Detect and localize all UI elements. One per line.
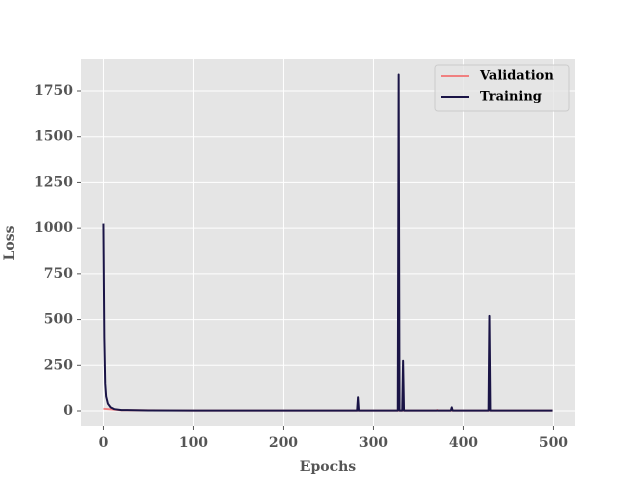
x-tick-label: 100	[179, 435, 208, 451]
legend-label: Validation	[479, 69, 554, 84]
y-tick-label: 250	[44, 357, 73, 373]
legend-label: Training	[480, 90, 542, 105]
y-tick-label: 1250	[34, 174, 73, 190]
y-tick-label: 500	[44, 312, 73, 328]
series-line	[102, 73, 553, 412]
plot-area	[81, 59, 575, 426]
y-tick-label: 750	[44, 266, 73, 282]
y-tick-label: 1500	[34, 129, 73, 145]
x-tick-label: 200	[269, 435, 298, 451]
lines	[102, 73, 553, 412]
x-tick-label: 400	[449, 435, 478, 451]
x-tick-label: 500	[539, 435, 568, 451]
y-tick-label: 0	[63, 403, 73, 419]
legend: Validation Training	[434, 64, 570, 112]
y-tick-label: 1750	[34, 83, 73, 99]
y-axis-label: Loss	[2, 225, 18, 260]
y-tick-label: 1000	[34, 220, 73, 236]
x-tick-label: 300	[359, 435, 388, 451]
ticks: 0 100 200 300 400 500 0 250 500 750 1000 1250 1500 17…	[34, 83, 568, 451]
x-axis-label: Epochs	[300, 459, 357, 475]
x-tick-label: 0	[99, 435, 109, 451]
